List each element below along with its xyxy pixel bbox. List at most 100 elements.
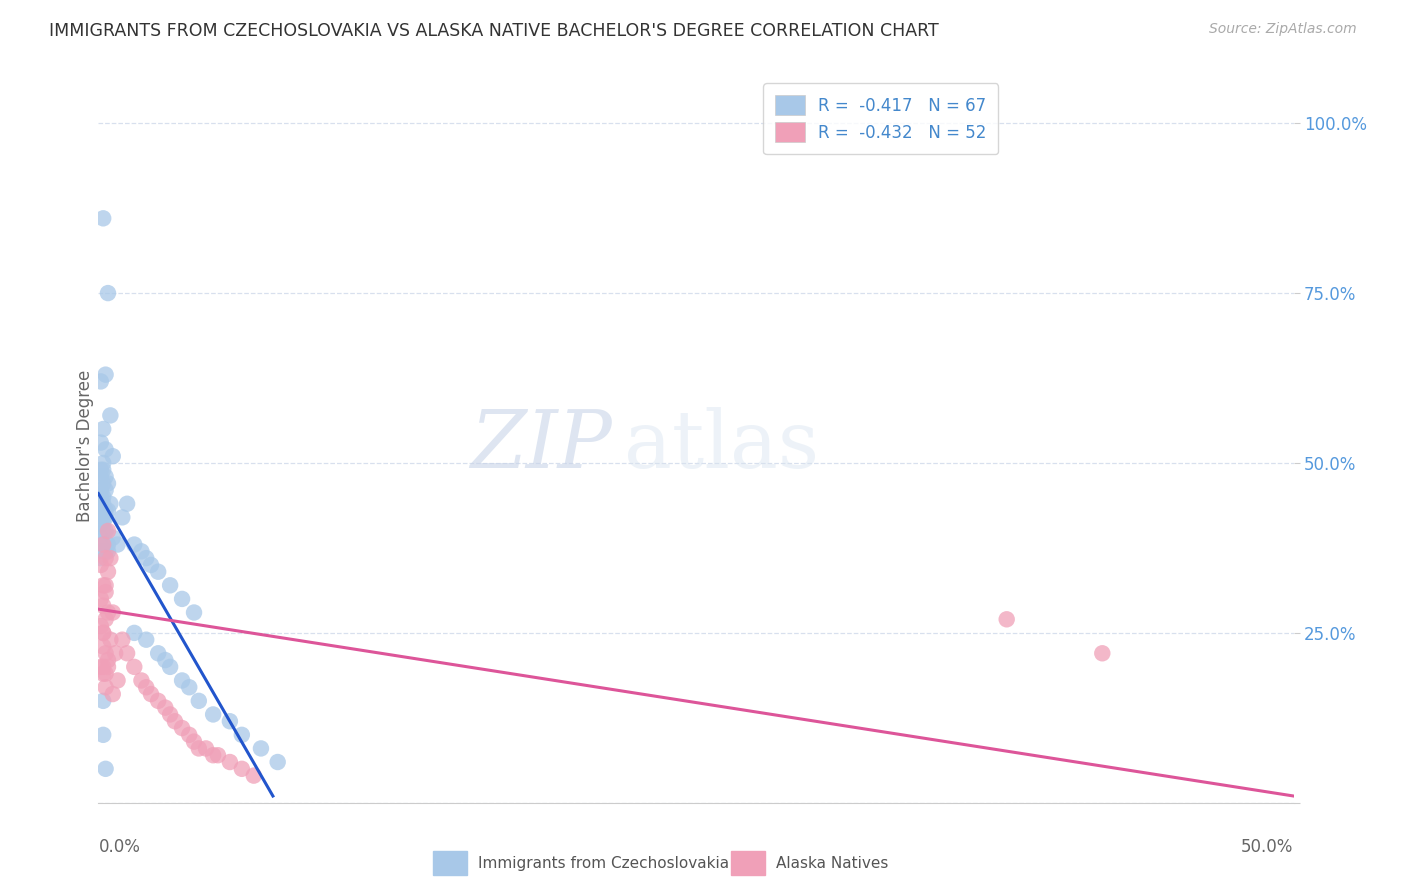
Point: [97, 537, 120, 551]
Point: [94, 762, 117, 776]
Point: [91, 544, 114, 558]
Point: [91, 517, 114, 532]
Point: [148, 565, 170, 579]
Point: [91, 456, 114, 470]
Point: [231, 762, 253, 776]
Bar: [731, 851, 765, 875]
Point: [124, 626, 146, 640]
Point: [91, 694, 114, 708]
Text: Immigrants from Czechoslovakia: Immigrants from Czechoslovakia: [478, 855, 730, 871]
Point: [155, 653, 177, 667]
Point: [172, 591, 194, 606]
Point: [187, 694, 209, 708]
Point: [91, 524, 114, 538]
Point: [159, 660, 181, 674]
Point: [159, 707, 181, 722]
Point: [135, 680, 157, 694]
Point: [202, 748, 225, 763]
Point: [995, 612, 1018, 626]
Point: [91, 728, 114, 742]
Point: [91, 626, 114, 640]
Point: [98, 497, 122, 511]
Point: [183, 734, 205, 748]
Point: [250, 741, 273, 756]
Point: [94, 442, 117, 457]
Point: [90, 517, 112, 532]
Point: [179, 680, 201, 694]
Text: IMMIGRANTS FROM CZECHOSLOVAKIA VS ALASKA NATIVE BACHELOR'S DEGREE CORRELATION CH: IMMIGRANTS FROM CZECHOSLOVAKIA VS ALASKA…: [49, 22, 939, 40]
Point: [97, 476, 120, 491]
Point: [94, 503, 117, 517]
Point: [97, 653, 120, 667]
Point: [97, 606, 120, 620]
Point: [131, 544, 153, 558]
Point: [91, 422, 114, 436]
Point: [183, 606, 205, 620]
Point: [91, 497, 114, 511]
Point: [98, 409, 122, 423]
Point: [148, 694, 170, 708]
Point: [94, 578, 117, 592]
Point: [98, 632, 122, 647]
Point: [139, 558, 162, 572]
Point: [115, 646, 138, 660]
Point: [94, 510, 117, 524]
Point: [94, 585, 117, 599]
Point: [90, 435, 112, 450]
Legend: R =  -0.417   N = 67, R =  -0.432   N = 52: R = -0.417 N = 67, R = -0.432 N = 52: [763, 83, 998, 154]
Point: [135, 551, 157, 566]
Point: [94, 551, 117, 566]
Point: [97, 565, 120, 579]
Point: [155, 700, 177, 714]
Text: atlas: atlas: [624, 407, 820, 485]
Y-axis label: Bachelor's Degree: Bachelor's Degree: [76, 370, 94, 522]
Point: [91, 490, 114, 504]
Point: [101, 531, 124, 545]
Point: [135, 632, 157, 647]
Bar: [433, 851, 467, 875]
Point: [101, 449, 124, 463]
Point: [219, 755, 242, 769]
Point: [90, 375, 112, 389]
Point: [90, 660, 112, 674]
Point: [94, 368, 117, 382]
Point: [101, 606, 124, 620]
Point: [91, 463, 114, 477]
Point: [91, 640, 114, 654]
Point: [207, 748, 229, 763]
Point: [202, 707, 225, 722]
Point: [131, 673, 153, 688]
Point: [91, 211, 114, 226]
Point: [172, 673, 194, 688]
Point: [91, 599, 114, 613]
Point: [139, 687, 162, 701]
Point: [231, 728, 253, 742]
Point: [107, 537, 129, 551]
Point: [91, 578, 114, 592]
Point: [94, 524, 117, 538]
Point: [90, 463, 112, 477]
Point: [97, 286, 120, 301]
Point: [91, 660, 114, 674]
Point: [187, 741, 209, 756]
Point: [97, 544, 120, 558]
Point: [94, 469, 117, 483]
Point: [90, 591, 112, 606]
Point: [90, 537, 112, 551]
Point: [90, 551, 112, 566]
Text: Source: ZipAtlas.com: Source: ZipAtlas.com: [1209, 22, 1357, 37]
Point: [90, 531, 112, 545]
Point: [94, 612, 117, 626]
Point: [94, 483, 117, 498]
Point: [94, 680, 117, 694]
Point: [124, 660, 146, 674]
Text: ZIP: ZIP: [471, 408, 612, 484]
Point: [90, 619, 112, 633]
Point: [219, 714, 242, 729]
Point: [94, 666, 117, 681]
Point: [194, 741, 217, 756]
Point: [91, 626, 114, 640]
Point: [91, 476, 114, 491]
Point: [94, 646, 117, 660]
Point: [124, 537, 146, 551]
